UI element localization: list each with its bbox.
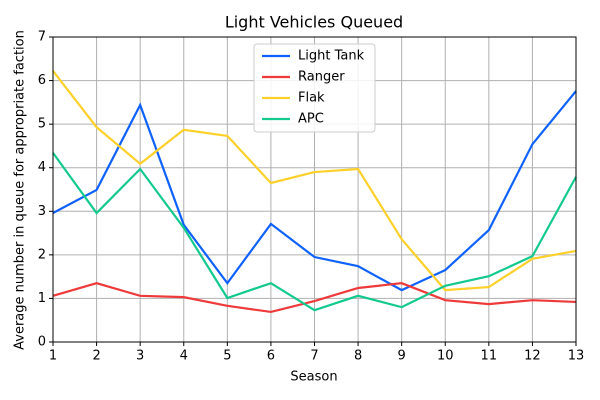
x-tick-label: 5 bbox=[223, 349, 231, 364]
legend-box bbox=[253, 43, 376, 133]
x-tick-label: 6 bbox=[267, 349, 275, 364]
y-tick-label: 2 bbox=[38, 247, 46, 262]
x-tick-label: 12 bbox=[524, 349, 541, 364]
x-tick-label: 2 bbox=[92, 349, 100, 364]
x-tick-label: 7 bbox=[310, 349, 318, 364]
y-axis-label: Average number in queue for appropriate … bbox=[13, 30, 28, 350]
y-tick-label: 4 bbox=[38, 160, 46, 175]
y-tick-label: 0 bbox=[38, 335, 46, 350]
x-tick-label: 3 bbox=[136, 349, 144, 364]
x-tick-label: 4 bbox=[180, 349, 188, 364]
x-tick-label: 1 bbox=[49, 349, 57, 364]
series-line bbox=[52, 90, 577, 292]
series-line bbox=[52, 282, 577, 314]
y-tick-label: 5 bbox=[38, 117, 46, 132]
plot-frame bbox=[52, 36, 577, 343]
x-tick-label: 13 bbox=[568, 349, 585, 364]
x-tick-label: 9 bbox=[398, 349, 406, 364]
series-line bbox=[52, 152, 577, 312]
legend-label: Flak bbox=[298, 91, 325, 106]
legend-label: APC bbox=[298, 112, 324, 127]
x-tick-label: 8 bbox=[354, 349, 362, 364]
y-tick-label: 6 bbox=[38, 73, 46, 88]
y-tick-label: 3 bbox=[38, 204, 46, 219]
y-tick-label: 1 bbox=[38, 291, 46, 306]
series-line bbox=[52, 70, 577, 292]
x-tick-label: 10 bbox=[437, 349, 454, 364]
y-tick-label: 7 bbox=[38, 30, 46, 45]
legend-label: Light Tank bbox=[298, 49, 365, 64]
legend-label: Ranger bbox=[298, 70, 345, 85]
chart-title: Light Vehicles Queued bbox=[225, 13, 403, 32]
x-axis-label: Season bbox=[290, 370, 337, 385]
x-tick-label: 11 bbox=[481, 349, 498, 364]
